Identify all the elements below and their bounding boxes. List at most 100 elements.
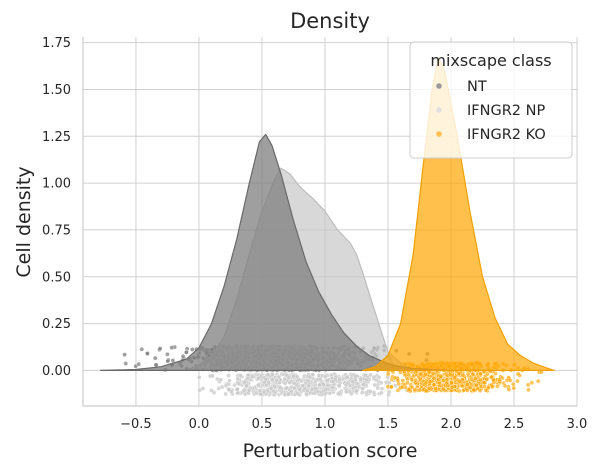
data-point — [170, 358, 176, 363]
data-point — [300, 383, 305, 388]
data-point — [244, 383, 249, 388]
data-point — [316, 373, 321, 378]
data-point — [345, 380, 351, 386]
data-point — [483, 387, 489, 393]
data-point — [474, 383, 479, 388]
data-point — [321, 382, 326, 387]
data-point — [337, 377, 342, 383]
data-point — [282, 381, 288, 386]
legend-box — [409, 41, 573, 159]
data-point — [270, 372, 275, 377]
data-point — [457, 379, 463, 384]
data-point — [235, 387, 240, 392]
x-tick-label: 0.5 — [252, 417, 273, 432]
data-point — [354, 388, 359, 394]
data-point — [258, 392, 264, 397]
legend-marker — [436, 83, 442, 89]
data-point — [305, 378, 311, 384]
data-point — [511, 382, 516, 387]
data-point — [336, 383, 342, 388]
data-point — [409, 384, 415, 390]
data-point — [165, 352, 170, 357]
x-tick-label: 0.0 — [189, 417, 210, 432]
data-point — [418, 372, 423, 377]
y-tick-label: 1.00 — [42, 177, 71, 192]
data-point — [423, 371, 428, 377]
data-point — [238, 372, 243, 378]
data-point — [400, 378, 406, 383]
x-tick-label: 1.0 — [315, 417, 336, 432]
data-point — [430, 371, 436, 376]
data-point — [277, 384, 283, 390]
data-point — [433, 386, 439, 392]
data-point — [218, 377, 224, 382]
data-point — [165, 358, 170, 364]
data-point — [152, 355, 158, 361]
data-point — [180, 354, 186, 359]
data-point — [406, 387, 412, 392]
data-point — [386, 380, 392, 386]
data-point — [438, 373, 444, 379]
data-point — [284, 385, 290, 391]
data-point — [444, 380, 450, 386]
data-point — [460, 373, 466, 378]
data-point — [307, 374, 313, 380]
data-point — [412, 387, 418, 392]
legend-label: IFNGR2 KO — [467, 127, 546, 143]
legend-title: mixscape class — [430, 51, 551, 70]
y-tick-label: 1.25 — [42, 130, 71, 145]
data-point — [386, 389, 392, 395]
data-point — [363, 372, 368, 378]
data-point — [379, 386, 385, 391]
data-point — [511, 385, 516, 391]
data-point — [406, 372, 411, 378]
data-point — [197, 375, 202, 380]
data-point — [367, 389, 373, 394]
data-point — [325, 382, 331, 388]
data-point — [395, 378, 401, 384]
data-point — [318, 376, 323, 382]
data-point — [526, 387, 531, 393]
data-point — [297, 387, 302, 392]
data-point — [356, 384, 362, 390]
x-tick-label: 1.5 — [378, 417, 399, 432]
data-point — [292, 385, 297, 391]
data-point — [274, 378, 279, 383]
data-point — [295, 391, 300, 396]
data-point — [197, 387, 202, 393]
data-point — [353, 377, 358, 383]
data-point — [226, 387, 232, 392]
data-point — [333, 377, 338, 382]
data-point — [256, 382, 261, 388]
data-point — [423, 380, 429, 386]
data-point — [478, 371, 483, 377]
y-tick-label: 0.50 — [42, 270, 71, 285]
data-point — [465, 382, 470, 387]
data-point — [256, 375, 261, 381]
tick-labels: −0.5 0.0 0.5 1.0 1.5 2.0 2.5 3.0 0.00 0.25 0.50 0.7… — [42, 36, 587, 432]
data-point — [289, 389, 294, 394]
x-axis-title: Perturbation score — [243, 440, 418, 462]
data-point — [153, 362, 159, 368]
legend-marker — [436, 107, 442, 113]
data-point — [484, 377, 489, 382]
data-point — [405, 380, 410, 385]
data-point — [157, 346, 163, 351]
data-point — [323, 387, 329, 392]
data-point — [268, 385, 274, 391]
data-point — [529, 380, 535, 385]
data-point — [210, 373, 215, 379]
data-point — [361, 382, 366, 387]
data-point — [272, 383, 277, 389]
data-point — [413, 377, 418, 383]
axes — [82, 37, 577, 407]
legend-marker — [436, 131, 442, 137]
data-point — [375, 385, 380, 391]
x-tick-label: 3.0 — [567, 417, 588, 432]
data-point — [368, 372, 373, 378]
y-axis-title: Cell density — [13, 166, 35, 277]
data-point — [136, 361, 141, 367]
data-point — [379, 390, 384, 396]
data-point — [426, 386, 432, 391]
